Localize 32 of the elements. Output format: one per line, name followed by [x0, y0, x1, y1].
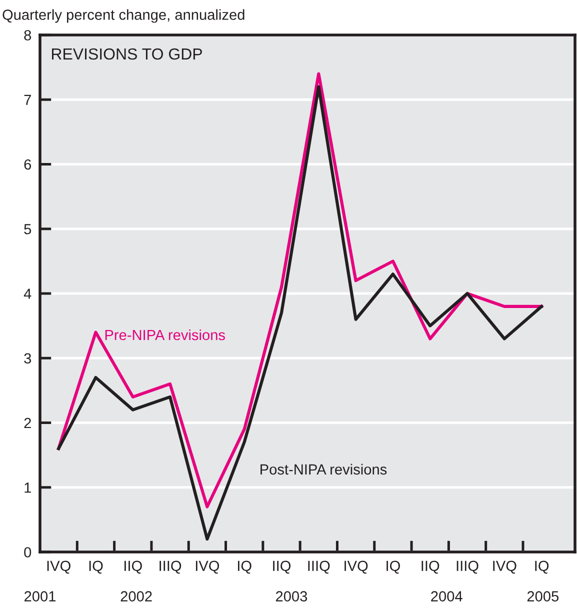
y-tick-label: 4	[24, 288, 32, 299]
x-tick-label: IQ	[238, 560, 252, 574]
x-tick-label: IVQ	[47, 560, 70, 574]
y-tick-label: 8	[24, 30, 32, 40]
x-tick-label: IIQ	[273, 560, 291, 574]
x-tick-label: IQ	[89, 560, 103, 574]
x-tick-label: IVQ	[344, 560, 368, 574]
text: 2002	[120, 591, 152, 602]
x-tick-label: IVQ	[196, 560, 220, 574]
y-tick-label: 2	[24, 418, 31, 428]
y-tick-label: 5	[24, 224, 32, 234]
text: 2003	[276, 591, 308, 602]
text: 2005	[527, 591, 559, 602]
x-tick-label: IIIQ	[308, 560, 330, 574]
x-tick-label: IVQ	[493, 560, 516, 574]
text: 2004	[431, 591, 462, 602]
y-tick-label: 0	[24, 547, 32, 558]
y-tick-label: 3	[24, 353, 32, 364]
y-tick-label: 6	[24, 159, 32, 170]
text: REVISIONS TO GDP	[52, 48, 202, 60]
x-tick-label: IIQ	[124, 560, 142, 574]
x-tick-label: IQ	[386, 560, 400, 574]
text: 2001	[24, 591, 56, 602]
series-label: Pre-NIPA revisions	[105, 329, 225, 340]
x-tick-label: IIQ	[422, 560, 440, 574]
y-tick-label: 1	[24, 482, 31, 493]
x-tick-label: IIIQ	[456, 560, 478, 574]
y-axis-title: Quarterly percent change, annualized	[2, 9, 244, 23]
x-tick-label: IIIQ	[160, 560, 182, 574]
series-label: Post-NIPA revisions	[260, 464, 387, 475]
x-tick-label: IQ	[535, 560, 549, 574]
y-tick-label: 7	[24, 94, 31, 105]
